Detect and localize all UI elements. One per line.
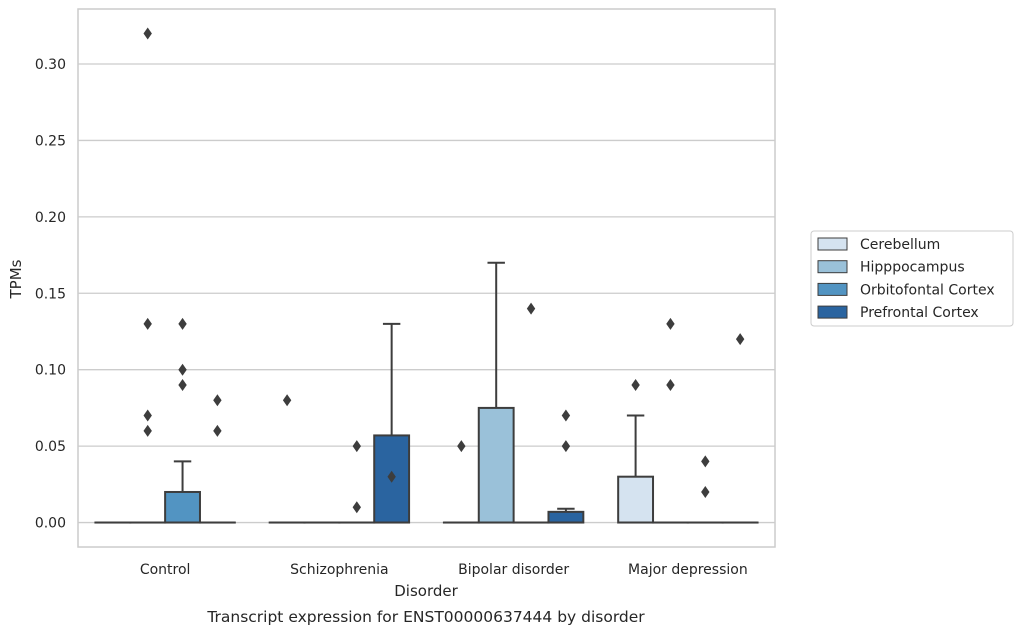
- legend: Cerebellum Hipppocampus Orbitofontal Corte…: [810, 230, 1014, 327]
- outlier-point: [143, 424, 152, 437]
- outlier-point: [631, 378, 640, 391]
- x-tick-label: Control: [140, 562, 191, 578]
- legend-label: Prefrontal Cortex: [860, 305, 979, 321]
- grid-lines: [78, 63, 775, 524]
- outlier-point: [526, 302, 536, 315]
- legend-frame: [810, 230, 1014, 327]
- outlier-point: [666, 378, 675, 391]
- y-axis-label: TPMs: [7, 259, 25, 299]
- x-tick-label: Bipolar disorder: [458, 562, 569, 578]
- box-2-3: [547, 507, 585, 524]
- outlier-point: [735, 333, 745, 346]
- box-1-3: [373, 322, 411, 524]
- box-0-2: [164, 460, 201, 524]
- box-body: [617, 475, 655, 524]
- x-axis-label: Disorder: [394, 582, 458, 600]
- outlier-point: [143, 409, 152, 422]
- outlier-point: [387, 470, 396, 483]
- box-3-0: [617, 414, 655, 524]
- box-body: [547, 510, 585, 524]
- y-tick-label: 0.25: [35, 133, 66, 149]
- legend-label: Orbitofontal Cortex: [860, 282, 995, 298]
- plot-area: [77, 8, 776, 548]
- legend-swatch: [817, 305, 848, 319]
- outlier-point: [352, 440, 361, 453]
- box-groups: [94, 261, 759, 524]
- outlier-point: [282, 394, 292, 407]
- outlier-point: [352, 501, 361, 514]
- x-tick-label: Major depression: [628, 562, 748, 578]
- outlier-points: [143, 27, 745, 514]
- x-tick-label: Schizophrenia: [290, 562, 388, 578]
- outlier-point: [178, 317, 187, 330]
- outlier-point: [561, 440, 571, 453]
- y-tick-label: 0.05: [35, 439, 66, 455]
- y-tick-label: 0.00: [35, 516, 66, 532]
- outlier-point: [701, 485, 710, 498]
- y-tick-label: 0.30: [35, 57, 66, 73]
- outlier-point: [143, 27, 152, 40]
- box-2-1: [477, 261, 515, 524]
- outlier-point: [561, 409, 571, 422]
- legend-swatch: [817, 237, 848, 251]
- y-tick-label: 0.10: [35, 363, 66, 379]
- box-body: [477, 406, 515, 524]
- outlier-point: [213, 394, 222, 407]
- outlier-point: [701, 455, 710, 468]
- box-body: [164, 490, 201, 524]
- chart-caption: Transcript expression for ENST0000063744…: [206, 608, 645, 626]
- x-axis-ticks: Control Schizophrenia Bipolar disorder Majo…: [140, 562, 748, 578]
- y-tick-label: 0.20: [35, 210, 66, 226]
- outlier-point: [143, 317, 152, 330]
- outlier-point: [178, 363, 187, 376]
- legend-label: Cerebellum: [860, 237, 940, 253]
- outlier-point: [457, 440, 466, 453]
- y-tick-label: 0.15: [35, 286, 66, 302]
- outlier-point: [178, 378, 187, 391]
- legend-swatch: [817, 282, 848, 296]
- y-axis-ticks: 0.00 0.05 0.10 0.15 0.20 0.25 0.30: [35, 57, 66, 532]
- legend-label: Hipppocampus: [860, 260, 965, 276]
- outlier-point: [213, 424, 222, 437]
- legend-swatch: [817, 260, 848, 274]
- outlier-point: [666, 317, 675, 330]
